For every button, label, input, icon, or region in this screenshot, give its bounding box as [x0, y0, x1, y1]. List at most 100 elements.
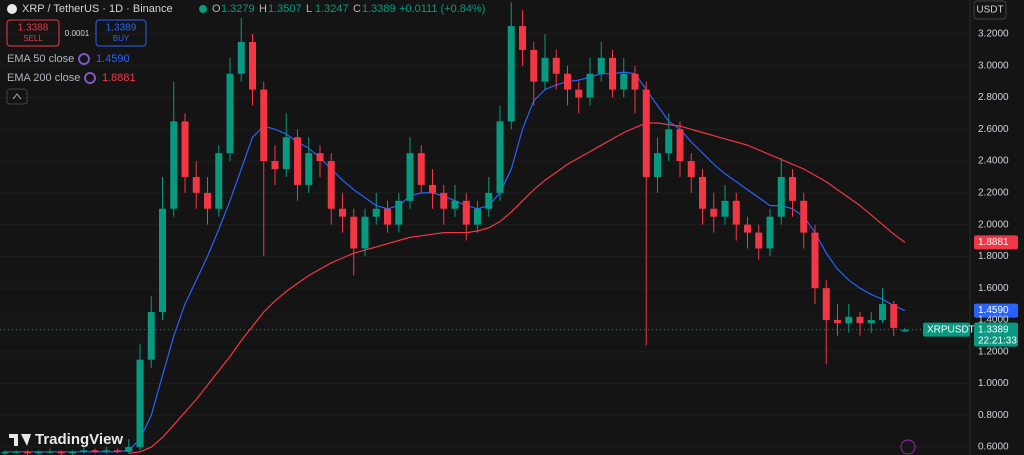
- candle-body: [586, 73, 594, 98]
- candle-body: [226, 73, 234, 154]
- candle-body: [822, 288, 830, 320]
- candle-body: [890, 304, 898, 328]
- candle-body: [69, 451, 76, 454]
- ticker-tag: [923, 322, 970, 337]
- spread: 0.0001: [65, 29, 90, 38]
- candle-body: [507, 26, 515, 122]
- symbol: XRP / TetherUS · 1D · Binance: [22, 3, 173, 15]
- candle-body: [406, 153, 414, 201]
- candle-body: [845, 316, 853, 324]
- candle-body: [721, 200, 729, 217]
- candle-body: [80, 450, 88, 452]
- candle-body: [305, 153, 313, 185]
- candle-body: [1, 451, 9, 454]
- candle-body: [777, 176, 785, 217]
- ohlc-value: 1.3389: [362, 3, 396, 15]
- candle-body: [867, 319, 875, 324]
- candle-body: [147, 312, 155, 360]
- ticker-label: XRPUSDT: [927, 324, 975, 335]
- candle-body: [417, 153, 425, 185]
- candle-body: [800, 200, 808, 233]
- candle-body: [519, 26, 526, 50]
- candle-body: [57, 451, 65, 454]
- candle-body: [440, 192, 448, 209]
- candle-body: [384, 208, 391, 225]
- collapse-icon: [12, 93, 22, 100]
- y-tick-label: 0.8000: [978, 410, 1009, 421]
- collapse-button[interactable]: [6, 88, 28, 105]
- ohlc-key: C: [353, 3, 361, 15]
- candle-body: [541, 57, 549, 82]
- candle-body: [114, 450, 121, 452]
- candle-body: [170, 121, 178, 209]
- candle-body: [699, 176, 706, 209]
- candle-body: [237, 41, 245, 74]
- indicator-value: 1.8881: [102, 72, 136, 84]
- ohlc-value: 1.3507: [268, 3, 302, 15]
- ohlc: O 1.3279 H 1.3507 L 1.3247 C 1.3389: [212, 3, 396, 15]
- candle-body: [260, 89, 268, 162]
- candle-body: [35, 451, 43, 454]
- candle-body: [901, 329, 909, 332]
- candle-body: [620, 73, 628, 90]
- price-tag: [974, 303, 1018, 318]
- candle-body: [789, 176, 796, 201]
- y-tick-label: 2.0000: [978, 219, 1009, 230]
- candle-body: [429, 184, 436, 193]
- sell-price[interactable]: 1.3388: [18, 23, 49, 34]
- ohlc-value: 1.3279: [221, 3, 255, 15]
- sell-button[interactable]: [6, 19, 60, 47]
- candle-body: [496, 121, 504, 193]
- candle-body: [282, 137, 290, 170]
- price-tag-label: 1.4590: [978, 305, 1009, 316]
- currency-button[interactable]: [973, 0, 1007, 20]
- candle-body: [136, 359, 144, 448]
- candle-body: [192, 176, 200, 193]
- candle-body: [530, 49, 538, 82]
- buy-button[interactable]: [95, 19, 147, 47]
- currency[interactable]: USDT: [976, 5, 1003, 16]
- candle-body: [316, 153, 324, 162]
- ohlc-key: O: [212, 3, 221, 15]
- candle-body: [46, 451, 54, 453]
- candle-body: [879, 304, 886, 320]
- candle-body: [766, 216, 774, 249]
- candle-body: [811, 232, 819, 289]
- indicator-icon[interactable]: [84, 72, 96, 84]
- candle-body: [372, 208, 380, 217]
- buy-price[interactable]: 1.3389: [106, 23, 137, 34]
- y-tick-label: 1.6000: [978, 283, 1009, 294]
- candle-body: [642, 89, 650, 177]
- candle-body: [12, 451, 20, 453]
- candle-body: [294, 137, 301, 185]
- indicator-name: EMA 200 close: [7, 72, 80, 84]
- price-tag: [974, 322, 1018, 347]
- plot-area: [0, 2, 970, 455]
- candle-body: [249, 41, 256, 90]
- candle-body: [215, 153, 223, 209]
- candle-body: [462, 200, 470, 225]
- candle-body: [91, 450, 99, 452]
- candle-body: [474, 208, 481, 225]
- change: +0.0111 (+0.84%): [399, 3, 485, 15]
- y-tick-label: 1.0000: [978, 378, 1009, 389]
- y-tick-label: 1.4000: [978, 315, 1009, 326]
- y-tick-label: 2.2000: [978, 188, 1009, 199]
- sell-label[interactable]: SELL: [23, 34, 43, 43]
- candle-body: [564, 73, 571, 90]
- candle-body: [575, 89, 583, 98]
- indicator-icon[interactable]: [78, 53, 90, 65]
- candle-body: [181, 121, 189, 177]
- alert-button[interactable]: [900, 439, 916, 455]
- candle-body: [631, 73, 639, 90]
- candle-body: [159, 208, 166, 313]
- countdown: 22:21:33: [978, 335, 1017, 346]
- brand-logo: [9, 434, 31, 446]
- candle-body: [687, 161, 695, 177]
- y-tick-label: 0.6000: [978, 442, 1009, 453]
- candle-body: [395, 200, 403, 225]
- buy-label[interactable]: BUY: [113, 34, 130, 43]
- y-tick-label: 2.8000: [978, 92, 1009, 103]
